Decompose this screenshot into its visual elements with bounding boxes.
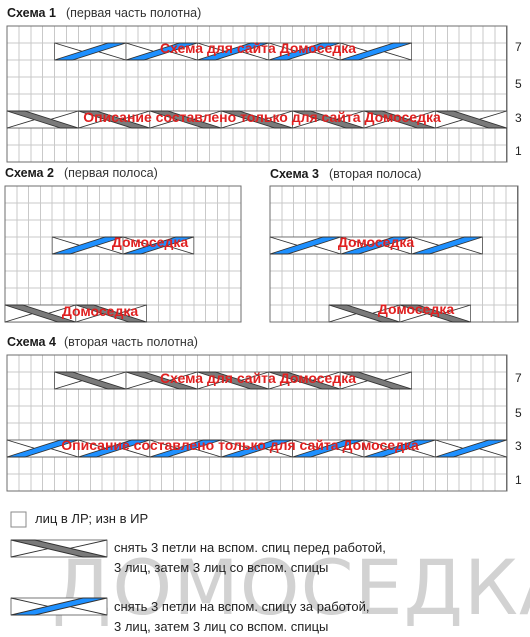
scheme2-cable-row7-0 <box>51 236 124 255</box>
scheme1-row-5: 5 <box>515 77 522 91</box>
scheme2-cable-row3-1 <box>75 304 148 323</box>
scheme4-cable-row7-3 <box>268 371 341 390</box>
legend-left-cross-swatch <box>10 539 108 558</box>
scheme4-subtitle: (вторая часть полотна) <box>64 335 198 349</box>
scheme1-subtitle: (первая часть полотна) <box>66 6 201 20</box>
scheme3-title: Схема 3 <box>270 167 319 181</box>
scheme4-cable-row3-4 <box>292 439 365 458</box>
scheme1-watermark-bottom: Описание составлено только для сайта Дом… <box>83 109 441 125</box>
scheme1-cable-row3-4 <box>292 110 365 129</box>
scheme1-cable-row7-2 <box>196 42 270 61</box>
scheme4-frame <box>6 354 508 492</box>
legend-right-cross-cable <box>10 597 108 616</box>
scheme4-watermark-top: Схема для сайта Домоседка <box>160 370 356 386</box>
scheme3-cable-row7-1 <box>340 236 412 255</box>
legend-right-cross-text-1: снять 3 петли на вспом. спицу за работой… <box>114 599 370 614</box>
scheme1-cable-row3-5 <box>363 110 436 129</box>
domoseдka-watermark: ДОМОСЕДКА <box>52 543 530 632</box>
legend-knit-text: лиц в ЛР; изн в ИР <box>35 511 148 526</box>
scheme4-cable-row3-5 <box>363 439 436 458</box>
scheme2-cables <box>4 236 195 323</box>
scheme1-cable-row7-4 <box>339 42 413 61</box>
scheme1-frame <box>6 25 508 163</box>
scheme1-cable-row3-1 <box>78 110 151 129</box>
scheme1-cable-row7-3 <box>268 42 341 61</box>
scheme3-watermark-top: Домоседка <box>338 234 415 250</box>
scheme3-subtitle: (вторая полоса) <box>329 167 421 181</box>
scheme1-row-7: 7 <box>515 40 522 54</box>
scheme1-cables <box>6 42 508 129</box>
scheme3-cable-row7-0 <box>269 236 342 255</box>
scheme1-row-3: 3 <box>515 111 522 125</box>
scheme1-title: Схема 1 <box>7 6 56 20</box>
scheme4-row-5: 5 <box>515 406 522 420</box>
scheme4-cables <box>6 371 508 458</box>
scheme4-watermark-bottom: Описание составлено только для сайта Дом… <box>61 437 419 453</box>
legend-right-cross-swatch <box>10 597 108 616</box>
scheme4-row-3: 3 <box>515 439 522 453</box>
scheme2-cable-row7-1 <box>122 236 195 255</box>
scheme4-row-1: 1 <box>515 473 522 487</box>
legend-knit-swatch <box>10 511 27 528</box>
scheme2-title: Схема 2 <box>5 166 54 180</box>
legend-left-cross-text-2: 3 лиц, затем 3 лиц со вспом. спицы <box>114 560 328 575</box>
legend-left-cross-text-1: снять 3 петли на вспом. спиц перед работ… <box>114 540 386 555</box>
scheme2-watermark-bottom: Домоседка <box>62 303 139 319</box>
scheme2-watermark-top: Домоседка <box>112 234 189 250</box>
scheme1-watermark-top: Схема для сайта Домоседка <box>160 40 356 56</box>
scheme1-cable-row3-0 <box>6 110 79 129</box>
scheme3-watermark-bottom: Домоседка <box>378 301 455 317</box>
scheme1-cable-row3-2 <box>149 110 222 129</box>
scheme1-row-1: 1 <box>515 144 522 158</box>
scheme3-cable-row7-2 <box>411 236 483 255</box>
scheme1-cable-row3-3 <box>220 110 293 129</box>
scheme4-cable-row3-6 <box>434 439 508 458</box>
scheme2-cable-row3-0 <box>4 304 77 323</box>
legend-left-cross-cable <box>10 539 108 558</box>
scheme4-cable-row7-4 <box>339 371 413 390</box>
scheme4-cable-row7-2 <box>196 371 270 390</box>
scheme3-cable-row3-1 <box>399 304 471 323</box>
scheme4-title: Схема 4 <box>7 335 56 349</box>
legend-right-cross-text-2: 3 лиц, затем 3 лиц со вспом. спицы <box>114 619 328 634</box>
scheme1-cable-row7-0 <box>54 42 127 61</box>
scheme4-cable-row7-0 <box>54 371 127 390</box>
scheme4-row-7: 7 <box>515 371 522 385</box>
scheme1-cable-row7-1 <box>125 42 198 61</box>
scheme3-cables <box>269 236 483 323</box>
scheme1-cable-row3-6 <box>434 110 508 129</box>
scheme4-cable-row3-2 <box>149 439 222 458</box>
scheme2-subtitle: (первая полоса) <box>64 166 158 180</box>
scheme3-cable-row3-0 <box>328 304 401 323</box>
